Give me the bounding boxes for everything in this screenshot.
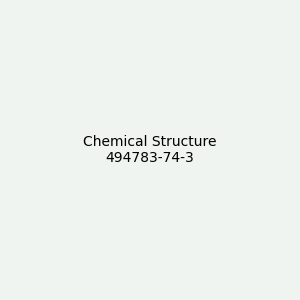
Text: Chemical Structure
494783-74-3: Chemical Structure 494783-74-3 xyxy=(83,135,217,165)
